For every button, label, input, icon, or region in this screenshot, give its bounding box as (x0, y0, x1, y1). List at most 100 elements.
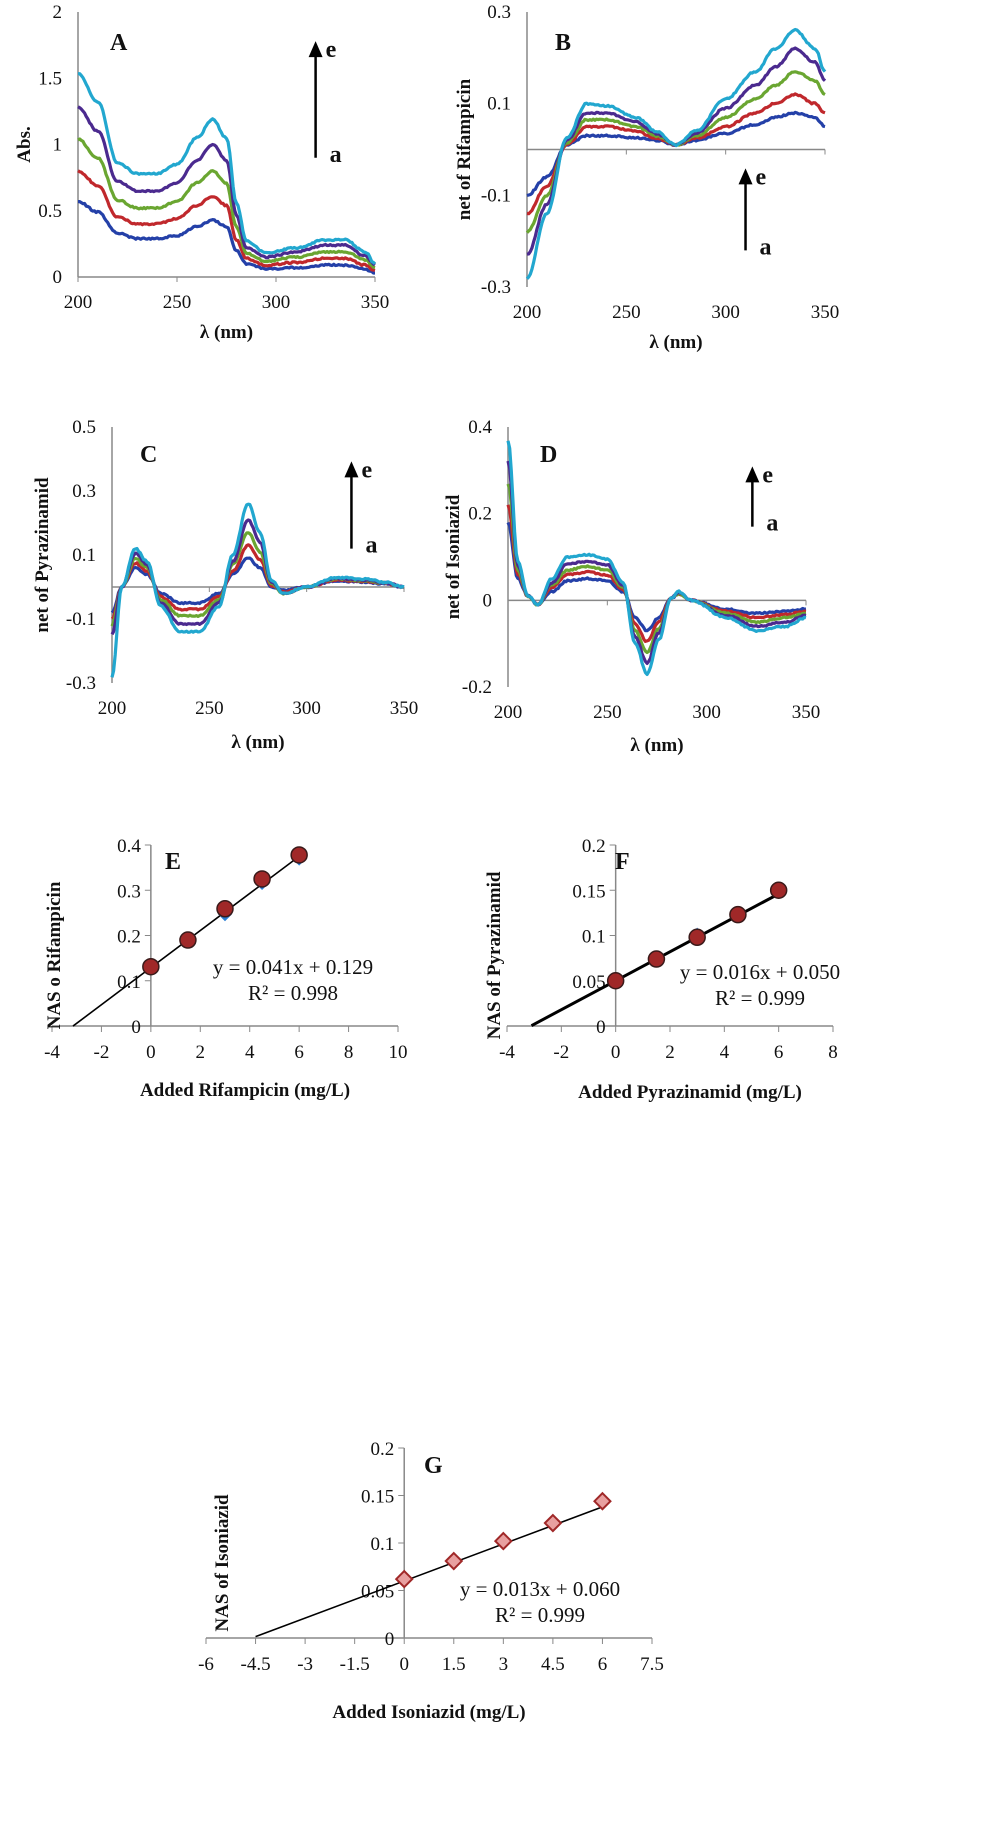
x-tick-label: 350 (390, 698, 419, 719)
data-point (647, 950, 666, 968)
y-tick-label: 0.1 (370, 1534, 394, 1555)
x-tick-label: 4 (720, 1042, 730, 1063)
y-tick-label: 0.05 (361, 1582, 394, 1603)
spectrum-series-d (77, 105, 376, 267)
x-tick-label: 4 (245, 1042, 255, 1063)
x-tick-label: 350 (811, 302, 840, 323)
y-tick-label: 0 (53, 267, 63, 288)
panel-label: A (110, 30, 128, 56)
y-tick-label: 1 (53, 135, 63, 156)
x-tick-label: 0 (399, 1654, 409, 1675)
spectrum-series-e (78, 72, 377, 266)
data-point (688, 928, 706, 947)
y-axis-title: net of Rifampicin (454, 78, 475, 220)
y-tick-label: 2 (53, 2, 63, 23)
y-tick-label: 0.2 (468, 504, 492, 525)
x-tick-label: 250 (163, 292, 192, 313)
x-tick-label: 200 (513, 302, 542, 323)
arrow-head-icon (745, 466, 760, 483)
y-axis-title: NAS o Rifampicin (44, 881, 65, 1029)
spectrum-series-a (78, 200, 375, 275)
spectrum-series-c (506, 483, 807, 655)
x-axis-title: λ (nm) (200, 322, 253, 343)
y-tick-label: 0.4 (468, 417, 492, 438)
x-tick-label: 0 (146, 1042, 156, 1063)
x-tick-label: 200 (98, 698, 127, 719)
x-tick-label: 8 (828, 1042, 838, 1063)
x-tick-label: 8 (344, 1042, 354, 1063)
y-tick-label: -0.1 (481, 185, 511, 206)
x-tick-label: 300 (292, 698, 321, 719)
y-tick-label: 0.2 (117, 927, 141, 948)
x-tick-label: 1.5 (442, 1654, 466, 1675)
x-tick-label: -1.5 (340, 1654, 370, 1675)
x-tick-label: 250 (612, 302, 641, 323)
arrow-start-label: a (766, 511, 778, 537)
spectrum-series-a (506, 521, 807, 633)
y-tick-label: -0.3 (481, 277, 511, 298)
x-axis-title: λ (nm) (630, 735, 683, 756)
spectrum-series-d (110, 518, 405, 636)
arrow-end-label: e (326, 37, 337, 63)
arrow-start-label: a (330, 142, 342, 168)
y-axis-title: net of Pyrazinamid (32, 477, 53, 633)
arrow-end-label: e (756, 164, 767, 190)
y-tick-label: 0.1 (72, 545, 96, 566)
x-tick-label: 10 (389, 1042, 408, 1063)
y-tick-label: 0.1 (117, 972, 141, 993)
x-tick-label: 6 (294, 1042, 304, 1063)
spectrum-series-d (506, 460, 807, 665)
panel-label: C (140, 442, 157, 468)
y-tick-label: 0.3 (72, 481, 96, 502)
r-squared-label: R² = 0.999 (495, 1603, 585, 1627)
x-tick-label: 4.5 (541, 1654, 565, 1675)
panel-g-isoniazid-calibration: -6 -4.5 -3 -1.5 0 1.5 3 4.5 6 7.5 0 0.05 0.1 0.15 0.2 G… (198, 1439, 664, 1723)
arrow-end-label: e (361, 457, 372, 483)
y-tick-label: -0.1 (66, 609, 96, 630)
x-axis-title: Added Pyrazinamid (mg/L) (578, 1082, 802, 1103)
data-point (444, 1551, 464, 1571)
x-tick-label: 3 (499, 1654, 509, 1675)
panel-b-net-rifampicin-spectra: 200 250 300 350 -0.3 -0.1 0.1 0.3 e a Bλ (nm) net o… (454, 2, 839, 353)
y-axis-title: NAS of Isoniazid (212, 1494, 233, 1632)
data-point (593, 1491, 612, 1511)
spectrum-series-a (526, 110, 826, 198)
y-tick-label: 0 (385, 1629, 395, 1650)
x-tick-label: 250 (195, 698, 224, 719)
r-squared-label: R² = 0.998 (248, 981, 338, 1005)
x-axis-title: Added Rifampicin (mg/L) (140, 1080, 350, 1101)
data-point (179, 931, 197, 949)
data-point (606, 972, 625, 990)
panel-f-pyrazinamid-calibration: -4 -2 0 2 4 6 8 0 0.05 0.1 0.15 0.2 Fy = 0.016x + 0.… (484, 836, 840, 1103)
panel-e-rifampicin-calibration: -4 -2 0 2 4 6 8 10 0 0.1 0.2 0.3 0.4 Ey = 0.041x + 0.… (44, 836, 408, 1101)
x-tick-label: -6 (198, 1654, 214, 1675)
panel-label: E (165, 849, 181, 875)
x-tick-label: -4 (44, 1042, 60, 1063)
y-tick-label: 0.1 (487, 94, 511, 115)
y-tick-label: 0 (596, 1017, 606, 1038)
y-tick-label: -0.3 (66, 673, 96, 694)
data-point (216, 900, 234, 918)
data-point (769, 881, 788, 899)
y-axis-title: NAS of Pyrazinamid (484, 871, 505, 1039)
x-tick-label: 300 (692, 702, 721, 723)
y-tick-label: 0.2 (582, 836, 606, 857)
y-tick-label: 0.15 (361, 1487, 394, 1508)
y-tick-label: 0.5 (38, 201, 62, 222)
data-point (253, 870, 271, 888)
x-tick-label: 7.5 (640, 1654, 664, 1675)
x-tick-label: 250 (593, 702, 622, 723)
x-axis-title: Added Isoniazid (mg/L) (332, 1702, 525, 1723)
x-tick-label: 200 (64, 292, 93, 313)
panel-a-absorbance-spectra: 200 250 300 350 0 0.5 1 1.5 2 e a Aλ (nm) Abs. (14, 2, 389, 343)
y-axis-title: Abs. (14, 126, 35, 162)
x-tick-label: 300 (262, 292, 291, 313)
data-point (543, 1513, 563, 1533)
panel-c-net-pyrazinamid-spectra: 200 250 300 350 -0.3 -0.1 0.1 0.3 0.5 e a Cλ (nm) ne… (32, 417, 418, 753)
x-tick-label: -4 (499, 1042, 515, 1063)
y-tick-label: 0.5 (72, 417, 96, 438)
panel-label: F (615, 849, 630, 875)
x-tick-label: 350 (792, 702, 821, 723)
panel-label: G (424, 1453, 443, 1479)
